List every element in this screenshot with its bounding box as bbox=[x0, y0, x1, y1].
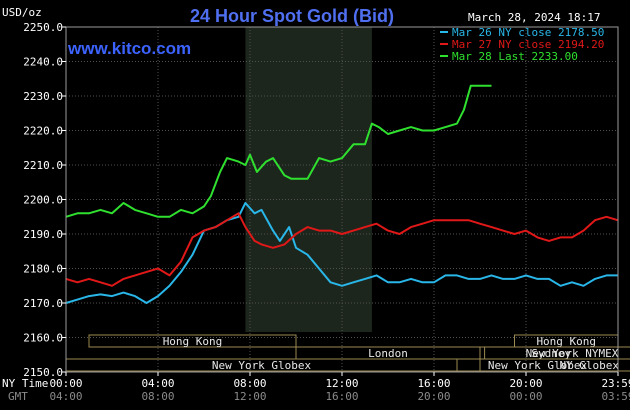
session-label: New York NYMEX bbox=[526, 347, 619, 360]
unit-label: USD/oz bbox=[2, 6, 42, 19]
axes: 2150.0 2160.0 2170.0 2180.0 2190.0 2200.0 2210… bbox=[23, 21, 630, 403]
price-series bbox=[65, 84, 619, 304]
chart-title: 24 Hour Spot Gold (Bid) bbox=[190, 6, 394, 26]
x-tick-label-gmt: 12:00 bbox=[233, 390, 266, 403]
timestamp: March 28, 2024 18:17 bbox=[468, 11, 600, 24]
x-tick-label-ny: 12:00 bbox=[325, 377, 358, 390]
y-tick-label: 2150.0 bbox=[23, 366, 63, 379]
session-label: NY Globex bbox=[559, 359, 619, 372]
y-tick-label: 2200.0 bbox=[23, 194, 63, 207]
session-label: New York Globex bbox=[212, 359, 312, 372]
series-line-mar28 bbox=[65, 84, 492, 218]
x-tick-label-gmt: 00:00 bbox=[509, 390, 542, 403]
ny-time-label: NY Time bbox=[2, 377, 48, 390]
active-session-highlight bbox=[245, 27, 372, 332]
y-tick-label: 2190.0 bbox=[23, 228, 63, 241]
y-tick-label: 2240.0 bbox=[23, 56, 63, 69]
website-link[interactable]: www.kitco.com bbox=[67, 39, 191, 58]
x-tick-label-gmt: 04:00 bbox=[49, 390, 82, 403]
y-tick-label: 2250.0 bbox=[23, 21, 63, 34]
y-tick-label: 2170.0 bbox=[23, 297, 63, 310]
session-label: Hong Kong bbox=[536, 335, 596, 348]
session-label: London bbox=[368, 347, 408, 360]
x-tick-label-gmt: 20:00 bbox=[417, 390, 450, 403]
x-tick-label-ny: 00:00 bbox=[49, 377, 82, 390]
legend-label-mar26: Mar 26 NY close 2178.50 bbox=[452, 26, 604, 39]
session-label: Sydney bbox=[531, 347, 571, 360]
y-tick-label: 2220.0 bbox=[23, 125, 63, 138]
x-tick-label-ny: 23:59 bbox=[601, 377, 630, 390]
gmt-label: GMT bbox=[8, 390, 28, 403]
session-box bbox=[88, 334, 297, 348]
x-tick-label-gmt: 08:00 bbox=[141, 390, 174, 403]
x-tick-label-ny: 20:00 bbox=[509, 377, 542, 390]
x-tick-label-ny: 08:00 bbox=[233, 377, 266, 390]
legend-label-mar28: Mar 28 Last 2233.00 bbox=[452, 50, 578, 63]
x-tick-label-gmt: 03:59 bbox=[601, 390, 630, 403]
session-label: Hong Kong bbox=[163, 335, 223, 348]
x-tick-label-ny: 16:00 bbox=[417, 377, 450, 390]
x-tick-label-ny: 04:00 bbox=[141, 377, 174, 390]
y-tick-label: 2210.0 bbox=[23, 159, 63, 172]
x-tick-label-gmt: 16:00 bbox=[325, 390, 358, 403]
y-tick-label: 2230.0 bbox=[23, 90, 63, 103]
session-label: New York Globex bbox=[488, 359, 588, 372]
legend-label-mar27: Mar 27 NY close 2194.20 bbox=[452, 38, 604, 51]
highlight-band bbox=[245, 27, 372, 332]
y-tick-label: 2160.0 bbox=[23, 332, 63, 345]
series-line-mar26 bbox=[65, 202, 618, 304]
series-line-mar27 bbox=[65, 212, 619, 287]
y-tick-label: 2180.0 bbox=[23, 263, 63, 276]
